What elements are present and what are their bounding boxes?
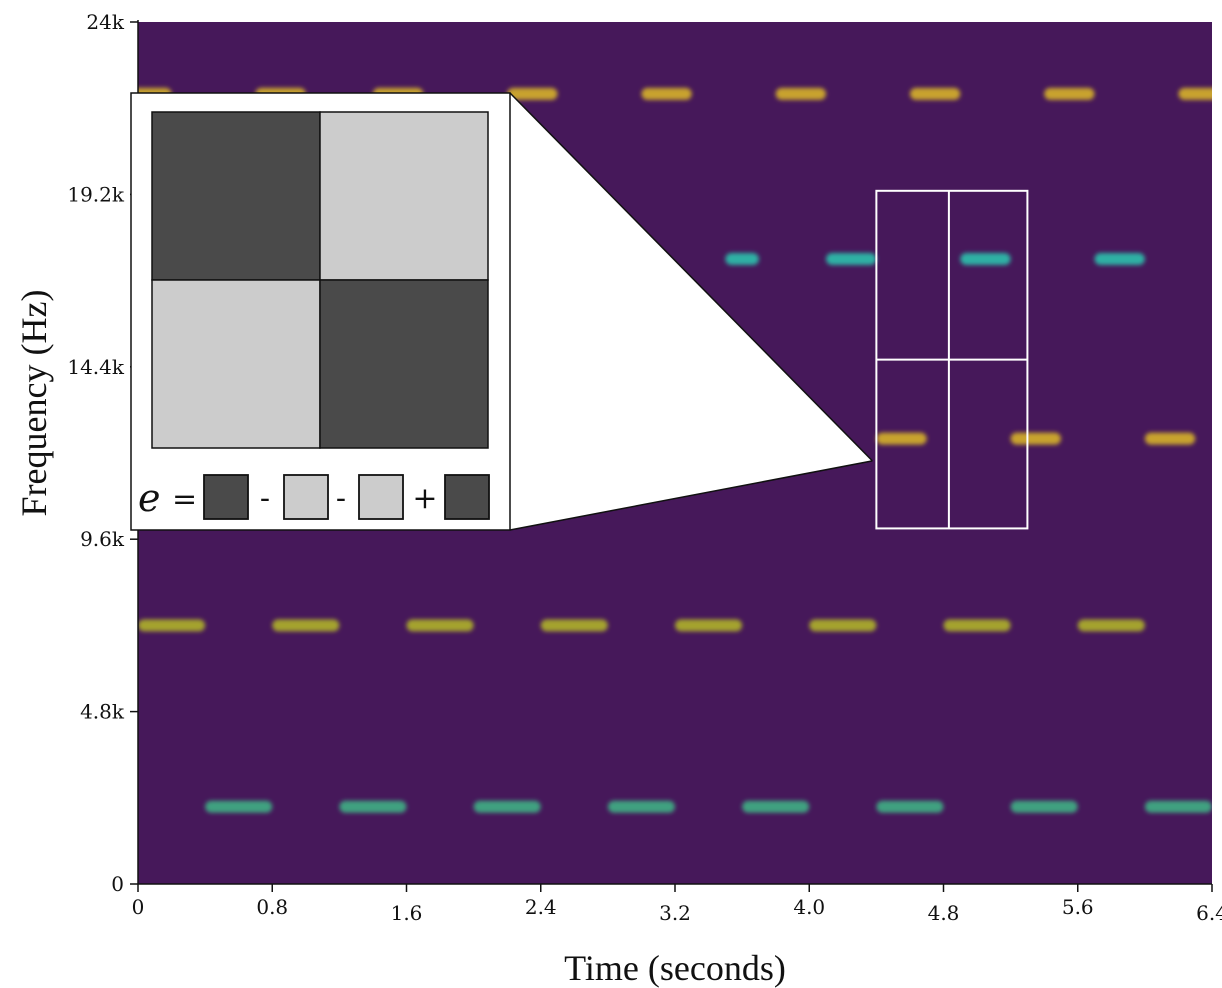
inset-grid-cell-light	[151, 279, 321, 449]
zoom-wedge	[510, 93, 873, 530]
x-tick-label: 1.6	[391, 901, 423, 925]
band-pulse	[826, 253, 877, 266]
axes: 0 0.8 1.6 2.4 3.2 4.0 4.8 5.6 6.4 0 4.8k 9.6k 14.4k 1…	[67, 10, 1222, 925]
band-pulse	[1044, 87, 1095, 100]
zoom-wedge-edge-top	[509, 92, 873, 462]
y-tick-label: 4.8k	[80, 700, 125, 724]
band-pulse	[406, 619, 474, 632]
x-tick-label: 0.8	[256, 895, 288, 919]
band-pulse	[641, 87, 692, 100]
band-pulse	[138, 619, 206, 632]
band-pulse	[943, 619, 1011, 632]
equation-lhs: e	[138, 476, 161, 520]
y-axis-title: Frequency (Hz)	[14, 290, 54, 517]
equation-operator: +	[412, 481, 437, 516]
inset-grid-cell-dark	[151, 111, 321, 281]
band-pulse	[1010, 432, 1061, 445]
x-axis-title: Time (seconds)	[564, 948, 786, 988]
frequency-bands	[138, 87, 1212, 813]
equation-operator: -	[336, 481, 346, 516]
equation-term-dark	[203, 474, 249, 520]
x-tick-label: 6.4	[1196, 901, 1222, 925]
x-tick-label: 5.6	[1062, 895, 1094, 919]
equation-term-light	[283, 474, 329, 520]
band-pulse	[473, 800, 541, 813]
x-tick-label: 2.4	[525, 895, 557, 919]
inset-grid-cell-light	[319, 111, 489, 281]
band-pulse	[205, 800, 273, 813]
band-pulse	[909, 87, 961, 100]
band-pulse	[675, 619, 743, 632]
x-tick-label: 4.0	[793, 895, 825, 919]
band-pulse	[775, 87, 827, 100]
band-pulse	[1010, 800, 1078, 813]
band-pulse	[960, 253, 1011, 266]
band-pulse	[1144, 432, 1196, 445]
band-pulse	[876, 432, 927, 445]
equation-term-dark	[444, 474, 490, 520]
band-pulse	[1077, 619, 1145, 632]
feature-box	[875, 189, 1029, 530]
y-tick-label: 0	[111, 872, 124, 896]
band-pulse	[725, 253, 759, 266]
band-pulse	[809, 619, 877, 632]
zoom-wedge-edge-bottom	[509, 460, 873, 531]
equation-term-light	[358, 474, 404, 520]
equation-equals: =	[172, 482, 197, 517]
band-pulse	[1178, 87, 1212, 100]
y-tick-label: 19.2k	[67, 182, 125, 206]
x-tick-label: 3.2	[659, 901, 691, 925]
band-pulse	[742, 800, 810, 813]
y-tick-label: 24k	[86, 10, 124, 34]
band-pulse	[540, 619, 608, 632]
y-tick-label: 9.6k	[80, 527, 125, 551]
equation-operator: -	[260, 481, 270, 516]
band-pulse	[1144, 800, 1212, 813]
band-pulse	[1094, 253, 1145, 266]
inset-grid-cell-dark	[319, 279, 489, 449]
band-pulse	[507, 87, 558, 100]
band-pulse	[339, 800, 407, 813]
x-tick-label: 0	[132, 895, 145, 919]
x-tick-label: 4.8	[928, 901, 960, 925]
inset-zoom: e = - - +	[130, 92, 873, 531]
band-pulse	[272, 619, 340, 632]
band-pulse	[607, 800, 675, 813]
y-tick-label: 14.4k	[67, 355, 125, 379]
band-pulse	[876, 800, 944, 813]
